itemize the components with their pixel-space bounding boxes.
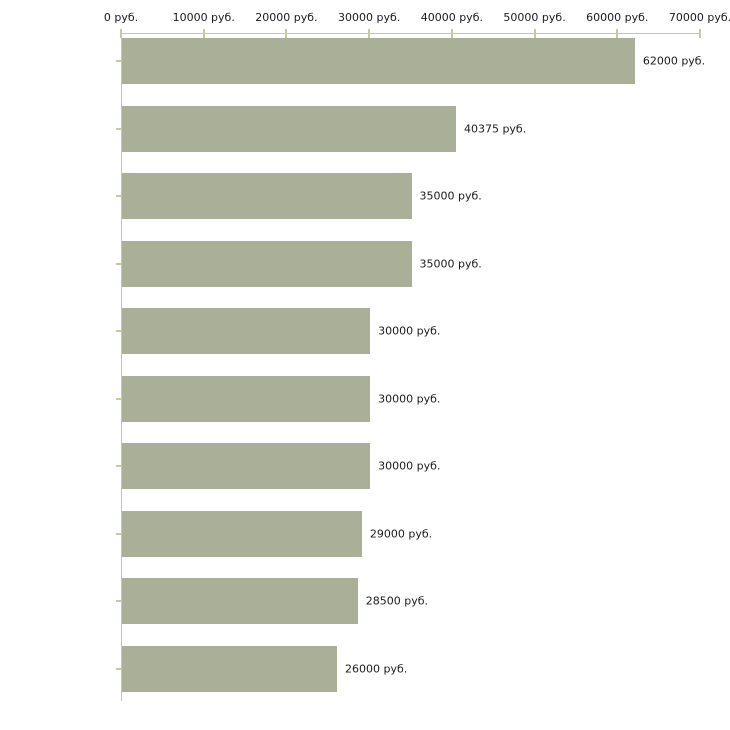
x-axis-tick	[285, 29, 288, 38]
x-axis-tick-label: 40000 руб.	[420, 11, 483, 24]
category-tick-icon	[116, 60, 121, 62]
x-axis-tick-label: 70000 руб.	[668, 11, 730, 24]
x-axis-tick-label: 20000 руб.	[255, 11, 318, 24]
value-label: 40375 руб.	[463, 122, 527, 135]
y-axis-line	[121, 33, 122, 701]
category-tick-icon	[116, 532, 121, 535]
bar	[122, 645, 338, 692]
x-axis-tick-label: 10000 руб.	[172, 11, 235, 24]
value-label: 30000 руб.	[378, 459, 441, 473]
bar	[122, 173, 412, 219]
category-tick-icon	[116, 667, 121, 670]
category-tick-icon	[116, 600, 121, 602]
category-tick-icon	[116, 397, 121, 400]
x-axis-line	[121, 33, 701, 34]
category-tick-icon	[116, 465, 121, 467]
bar	[122, 375, 371, 422]
x-axis-tick	[450, 29, 453, 38]
x-axis-tick	[616, 29, 619, 38]
x-axis-tick	[120, 29, 122, 38]
x-axis-tick	[368, 29, 371, 38]
bar	[122, 105, 456, 152]
x-axis-tick-label: 30000 руб.	[338, 11, 401, 24]
value-label: 35000 руб.	[419, 257, 482, 270]
x-axis-tick	[533, 29, 536, 38]
category-tick-icon	[116, 127, 121, 130]
bar	[122, 443, 371, 489]
value-label: 62000 руб.	[642, 54, 706, 68]
category-tick-icon	[116, 262, 121, 265]
x-axis-tick-label: 60000 руб.	[586, 11, 649, 24]
x-axis-tick	[202, 29, 205, 38]
x-axis-tick-label: 0 руб.	[103, 11, 139, 24]
value-label: 30000 руб.	[378, 392, 441, 405]
value-label: 29000 руб.	[369, 527, 433, 540]
x-axis-tick-label: 50000 руб.	[503, 11, 566, 24]
value-label: 26000 руб.	[345, 662, 408, 675]
value-label: 35000 руб.	[419, 189, 482, 203]
value-label: 28500 руб.	[365, 594, 428, 608]
bar	[122, 578, 358, 624]
bar	[122, 510, 362, 557]
category-tick-icon	[116, 195, 121, 197]
category-tick-icon	[116, 330, 121, 332]
bar	[122, 38, 635, 84]
x-axis-tick	[699, 29, 701, 38]
bar	[122, 308, 371, 354]
value-label: 30000 руб.	[378, 324, 441, 338]
bar	[122, 240, 412, 287]
